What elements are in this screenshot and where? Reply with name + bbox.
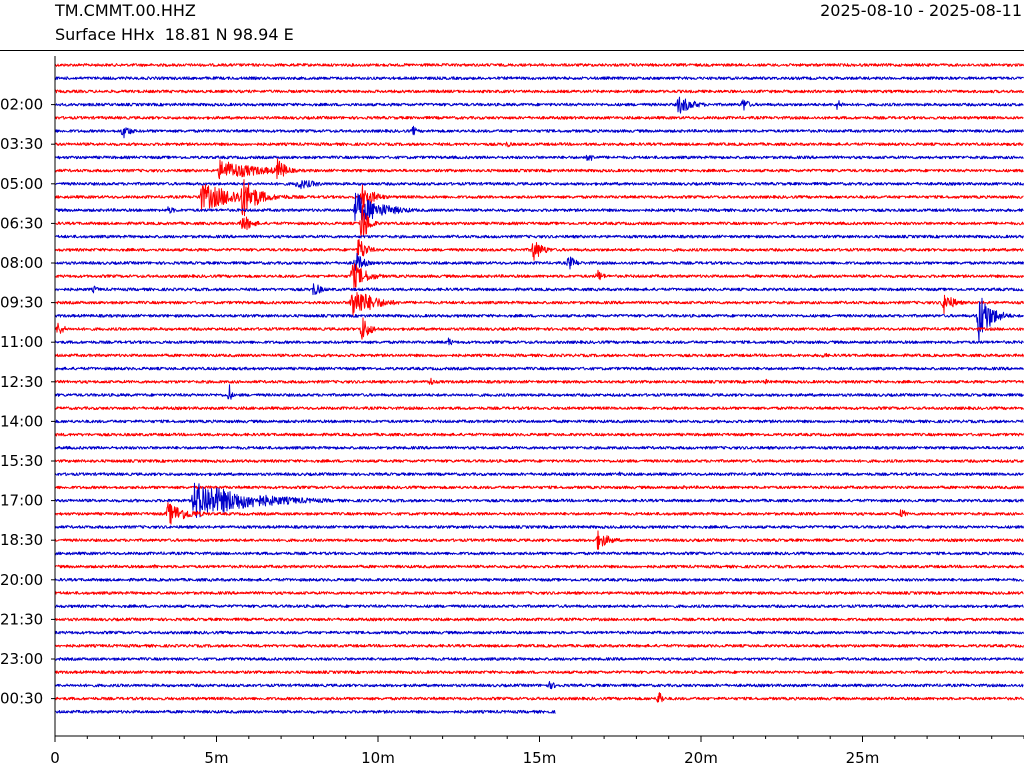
y-tick-label: 20:00 [0, 571, 43, 589]
trace-row [54, 179, 1024, 217]
trace-row [54, 445, 1024, 450]
y-tick-label: 05:00 [0, 175, 43, 193]
trace-row [54, 192, 1024, 224]
trace-row [54, 564, 1024, 569]
trace-row [54, 125, 1024, 139]
trace-row [54, 158, 1024, 180]
trace-row [54, 205, 1024, 238]
trace-row [54, 484, 1024, 490]
y-tick-label: 03:30 [0, 135, 43, 153]
trace-row [54, 459, 1024, 463]
trace-row [54, 482, 1024, 518]
y-tick-label: 23:00 [0, 650, 43, 668]
trace-row [54, 96, 1024, 114]
x-tick-label: 5m [204, 749, 228, 767]
trace-row [54, 141, 1024, 148]
trace-row [54, 692, 1024, 703]
x-tick-label: 15m [523, 749, 557, 767]
station-location: Surface HHx 18.81 N 98.94 E [55, 25, 294, 44]
trace-row [54, 76, 1024, 81]
y-tick-label: 18:30 [0, 531, 43, 549]
trace-row [54, 630, 1024, 635]
trace-row [54, 337, 1024, 346]
trace-row [54, 366, 1024, 371]
trace-row [54, 657, 1024, 661]
plot-axes: 02:00 03:30 05:00 06:30 08:00 09:30 11:00 12:30… [0, 56, 1024, 767]
trace-row [54, 317, 1024, 340]
date-range: 2025-08-10 - 2025-08-11 [820, 1, 1022, 20]
y-tick-label: 17:00 [0, 492, 43, 510]
trace-row [54, 297, 1024, 343]
seismogram-traces [54, 63, 1024, 714]
trace-row [54, 681, 1024, 690]
trace-row [54, 63, 1024, 67]
trace-row [54, 252, 1024, 271]
y-tick-label: 00:30 [0, 690, 43, 708]
x-tick-label: 10m [361, 749, 395, 767]
trace-row [54, 604, 1024, 609]
trace-row [54, 471, 1024, 477]
trace-row [54, 234, 1024, 239]
y-tick-label: 21:30 [0, 610, 43, 628]
trace-row [54, 89, 1024, 94]
header-divider [0, 50, 1024, 51]
trace-row [54, 115, 1024, 120]
trace-row [54, 154, 1024, 161]
y-tick-label: 02:00 [0, 96, 43, 114]
trace-row [54, 709, 556, 714]
trace-row [54, 591, 1024, 595]
y-tick-label: 09:30 [0, 294, 43, 312]
trace-row [54, 616, 1024, 622]
trace-row [54, 352, 1024, 358]
x-tick-label: 0 [50, 749, 60, 767]
trace-row [54, 502, 1024, 525]
trace-row [54, 406, 1024, 411]
trace-row [54, 432, 1024, 437]
y-tick-label: 06:30 [0, 214, 43, 232]
y-tick-label: 11:00 [0, 333, 43, 351]
trace-row [54, 239, 1024, 261]
trace-row [54, 419, 1024, 424]
trace-row [54, 292, 1024, 318]
trace-row [54, 283, 1024, 296]
trace-row [54, 577, 1024, 582]
y-tick-label: 12:30 [0, 373, 43, 391]
trace-row [54, 377, 1024, 385]
trace-row [54, 263, 1024, 289]
x-tick-label: 25m [846, 749, 880, 767]
x-tick-label: 20m [684, 749, 718, 767]
y-tick-label: 15:30 [0, 452, 43, 470]
y-tick-label: 08:00 [0, 254, 43, 272]
y-tick-label: 14:00 [0, 412, 43, 430]
trace-row [54, 551, 1024, 556]
trace-row [54, 670, 1024, 675]
trace-row [54, 180, 1024, 190]
trace-row [54, 384, 1024, 400]
station-id: TM.CMMT.00.HHZ [55, 1, 196, 20]
trace-row [54, 530, 1024, 550]
trace-row [54, 524, 1024, 529]
trace-row [54, 643, 1024, 648]
